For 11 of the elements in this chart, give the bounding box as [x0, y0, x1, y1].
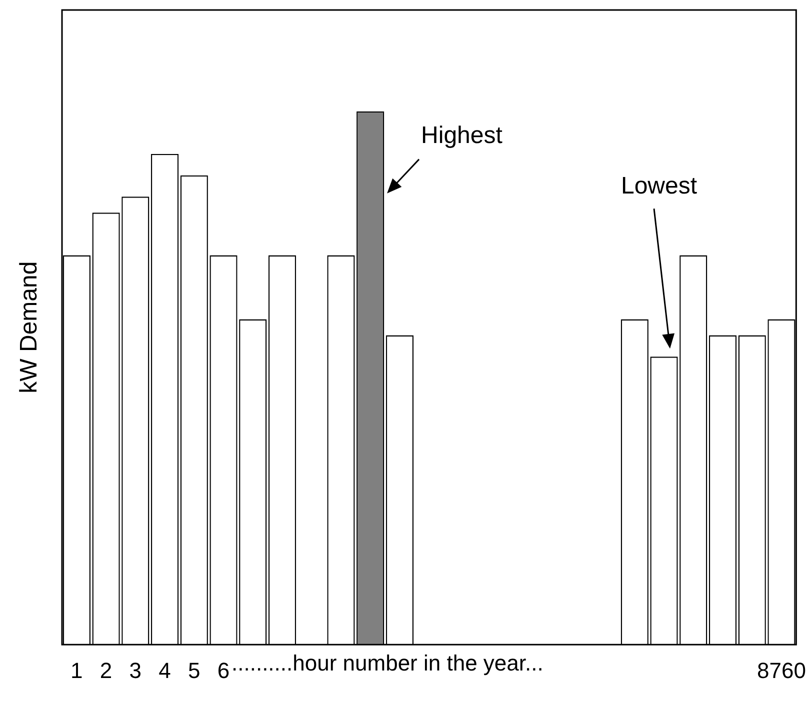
x-tick-label: 2 — [100, 658, 112, 683]
x-tick-label: 6 — [217, 658, 230, 683]
x-axis-title: ..........hour number in the year... — [232, 650, 544, 676]
annotation: Lowest — [620, 172, 698, 200]
x-tick-label: 8760 — [756, 658, 806, 683]
x-tick-label: 5 — [188, 658, 200, 683]
annotation: Highest — [421, 122, 503, 149]
x-tick-label: 1 — [70, 658, 83, 683]
x-tick-label: 4 — [158, 658, 171, 683]
y-axis-title: kW Demand — [16, 261, 43, 394]
x-tick-label: 3 — [129, 658, 142, 683]
